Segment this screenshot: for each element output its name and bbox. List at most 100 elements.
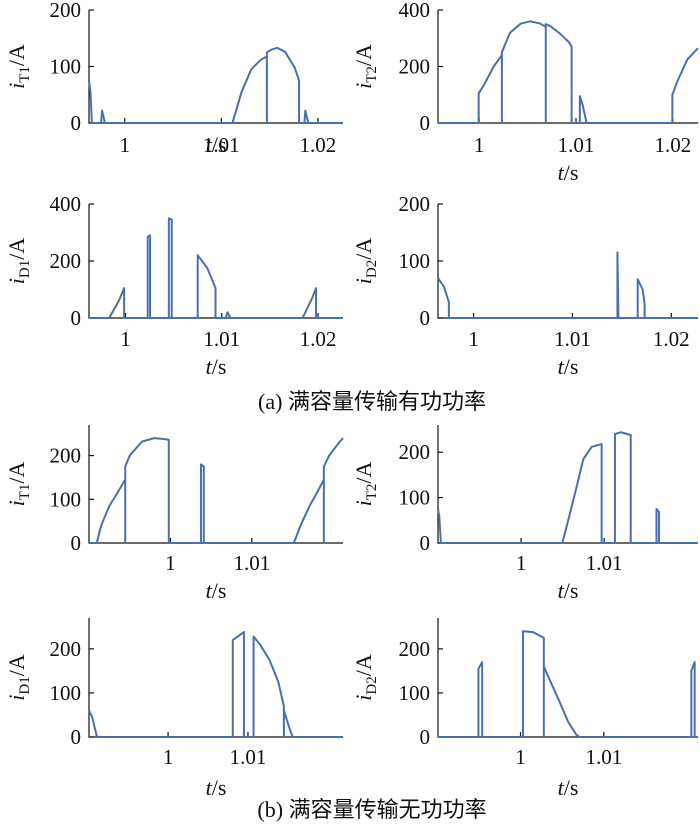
x-tick-label: 1.02 (300, 133, 337, 157)
x-axis-label-var: t (558, 578, 565, 603)
y-axis-label-var: i (351, 83, 376, 89)
y-tick-label: 100 (50, 55, 82, 79)
y-tick-label: 200 (50, 0, 82, 22)
y-axis-label: iD1/A (4, 654, 33, 701)
y-axis-label-sub: D2 (364, 260, 380, 278)
x-axis-label-unit: /s (212, 132, 227, 157)
y-tick-label: 0 (71, 111, 82, 135)
x-axis-label: t/s (206, 132, 227, 157)
y-tick-label: 0 (420, 111, 431, 135)
x-axis-label: t/s (558, 775, 579, 800)
x-tick-label: 1 (474, 133, 485, 157)
y-axis-label-sub: D2 (364, 676, 380, 694)
x-tick-label: 1.02 (300, 327, 337, 351)
x-axis-label: t/s (558, 354, 579, 379)
y-tick-label: 100 (399, 681, 431, 705)
x-axis-label-var: t (206, 132, 213, 157)
axes-a1 (88, 10, 343, 124)
x-tick-label: 1.01 (230, 745, 267, 769)
y-tick-label: 0 (420, 306, 431, 330)
y-axis-label-var: i (4, 278, 29, 284)
x-axis-label-unit: /s (212, 578, 227, 603)
y-axis-label-sub: T2 (364, 66, 380, 83)
x-tick-label: 1.02 (653, 327, 690, 351)
series-line-b4 (438, 630, 698, 738)
y-axis-label: iT2/A (351, 461, 380, 506)
y-axis-label-unit: /A (351, 238, 376, 260)
series-line-a4 (437, 251, 698, 319)
caption-a: (a) 满容量传输有功功率 (258, 389, 486, 414)
y-axis-label-var: i (4, 500, 29, 506)
x-tick-label: 1 (516, 551, 527, 575)
y-axis-label-unit: /A (351, 461, 376, 483)
y-tick-label: 200 (50, 637, 82, 661)
x-axis-label-unit: /s (212, 775, 227, 800)
panel-a1: 0 100 200 1 1.01 1.02 t/s iT1/A (4, 0, 343, 157)
x-axis-label-var: t (558, 354, 565, 379)
x-tick-label: 1 (515, 745, 526, 769)
y-axis-label: iT2/A (351, 44, 380, 89)
y-axis-label-var: i (4, 83, 29, 89)
x-axis-label-unit: /s (212, 354, 227, 379)
x-axis-label: t/s (206, 578, 227, 603)
x-axis-label-var: t (206, 578, 213, 603)
series-line-b3 (88, 631, 343, 738)
y-axis-label-sub: T1 (17, 484, 33, 501)
y-axis-label-var: i (351, 278, 376, 284)
y-axis-label-unit: /A (4, 461, 29, 483)
x-tick-label: 1.01 (586, 551, 623, 575)
x-tick-label: 1.01 (233, 551, 270, 575)
y-tick-label: 200 (399, 192, 431, 216)
caption-b: (b) 满容量传输无功功率 (257, 797, 486, 822)
x-tick-label: 1 (165, 551, 176, 575)
y-axis-label-var: i (351, 695, 376, 701)
x-tick-label: 1.02 (654, 133, 691, 157)
series-line-a3 (89, 217, 343, 319)
y-axis-label-unit: /A (4, 238, 29, 260)
y-axis-label-sub: D1 (17, 676, 33, 694)
series-line-a1 (88, 46, 343, 124)
axes-a2 (437, 10, 698, 124)
y-tick-label: 0 (71, 531, 82, 555)
x-axis-label: t/s (206, 354, 227, 379)
x-axis-label-unit: /s (564, 775, 579, 800)
y-tick-label: 100 (399, 249, 431, 273)
y-axis-label: iD2/A (351, 238, 380, 285)
x-axis-label-var: t (558, 160, 565, 185)
axes-b1 (88, 425, 343, 544)
y-tick-label: 100 (50, 487, 82, 511)
x-tick-label: 1 (468, 327, 479, 351)
y-tick-label: 200 (399, 440, 431, 464)
y-tick-label: 100 (50, 681, 82, 705)
y-tick-label: 200 (399, 55, 431, 79)
x-tick-label: 1 (163, 745, 174, 769)
x-axis-label: t/s (558, 160, 579, 185)
series-line-b1 (89, 437, 344, 544)
x-tick-label: 1.01 (554, 327, 591, 351)
y-tick-label: 200 (399, 637, 431, 661)
y-tick-label: 200 (50, 249, 82, 273)
y-axis-label-sub: T2 (364, 484, 380, 501)
x-axis-label-unit: /s (564, 354, 579, 379)
y-tick-label: 200 (50, 444, 82, 468)
y-tick-label: 400 (50, 192, 82, 216)
y-axis-label-sub: D1 (17, 260, 33, 278)
y-axis-label: iT1/A (4, 461, 33, 506)
panel-a2: 0 200 400 1 1.01 1.02 t/s iT2/A (351, 0, 699, 185)
x-tick-label: 1 (120, 327, 131, 351)
y-axis-label-unit: /A (351, 44, 376, 66)
x-axis-label-unit: /s (564, 578, 579, 603)
panel-a3: 0 200 400 1 1.01 1.02 t/s iD1/A (4, 192, 343, 379)
y-tick-label: 400 (399, 0, 431, 22)
y-tick-label: 0 (420, 531, 431, 555)
x-axis-label: t/s (206, 775, 227, 800)
x-tick-label: 1.01 (203, 327, 240, 351)
panel-a4: 0 100 200 1 1.01 1.02 t/s iD2/A (351, 192, 698, 379)
y-tick-label: 0 (71, 725, 82, 749)
x-tick-label: 1.01 (585, 745, 622, 769)
x-axis-label: t/s (558, 578, 579, 603)
x-axis-label-var: t (206, 775, 213, 800)
axes-a4 (437, 204, 698, 319)
